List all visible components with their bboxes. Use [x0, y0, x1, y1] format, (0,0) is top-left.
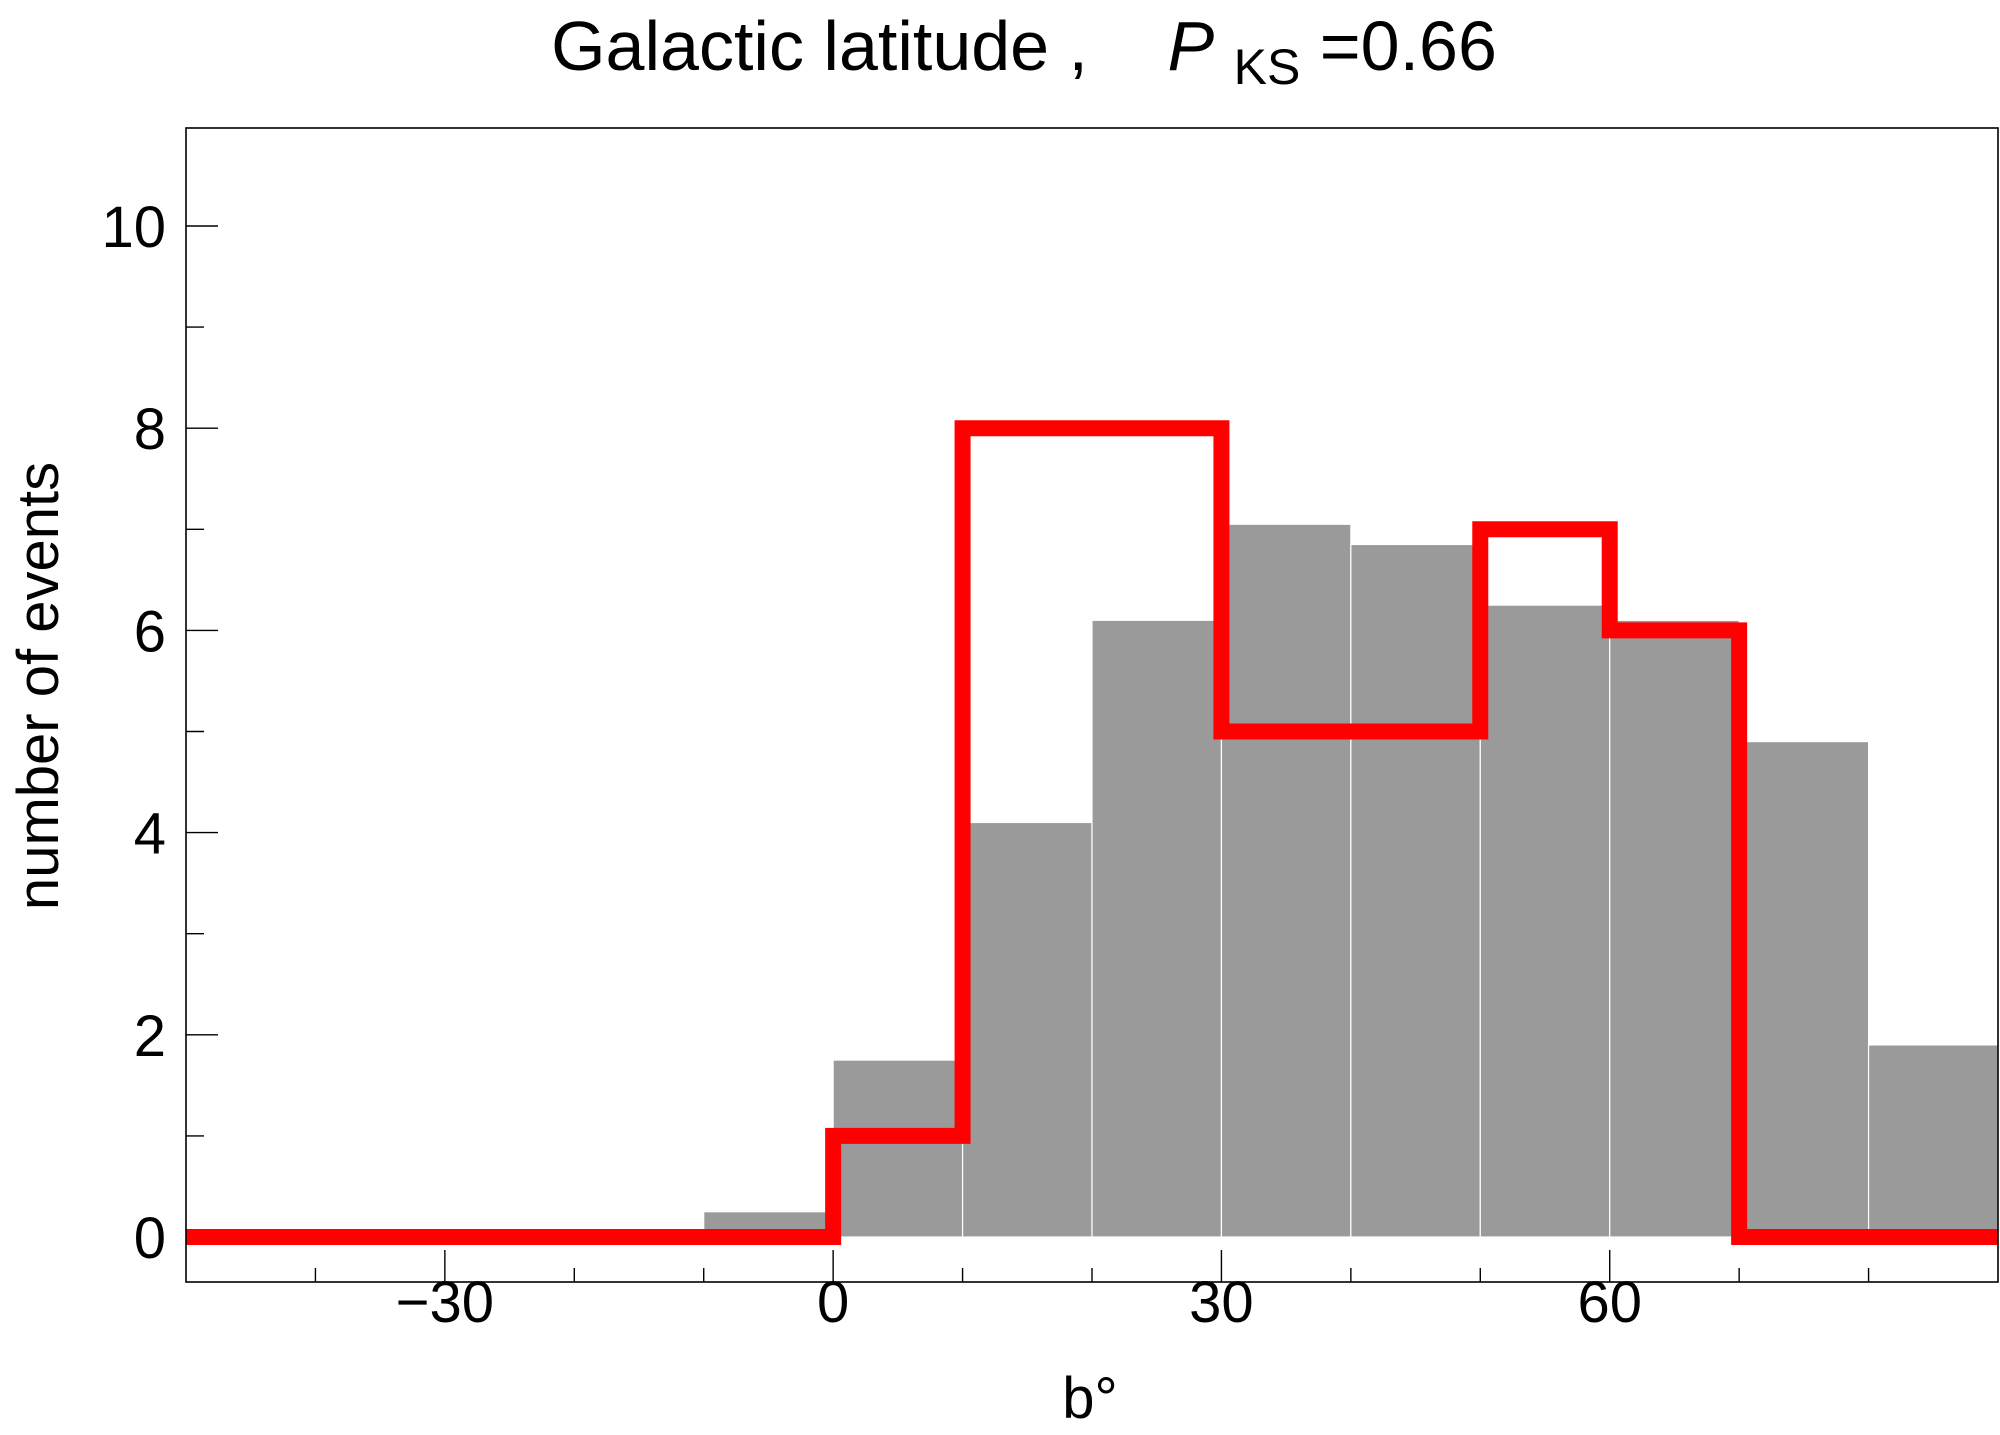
- histogram-bar: [1479, 604, 1611, 1238]
- histogram-bar: [1220, 523, 1352, 1238]
- plot-frame: [185, 127, 1999, 1283]
- x-tick-label: −30: [396, 1270, 494, 1335]
- step-layer: [186, 420, 1998, 1245]
- y-tick-label: 6: [134, 599, 166, 664]
- x-tick-label: 0: [817, 1270, 849, 1335]
- histogram-bar: [1738, 741, 1870, 1238]
- frame-layer: [185, 127, 1999, 1283]
- x-axis-label: b°: [1062, 1366, 1117, 1431]
- y-tick-label: 8: [134, 397, 166, 462]
- y-tick-label: 0: [134, 1206, 166, 1271]
- chart-title: Galactic latitude , P KS =0.66: [551, 7, 1497, 99]
- histogram-bar: [1609, 619, 1740, 1238]
- title-p-symbol: P: [1167, 7, 1214, 85]
- title-prefix: Galactic latitude ,: [551, 7, 1088, 85]
- histogram-bar: [832, 1059, 964, 1238]
- histogram-bar: [1091, 619, 1223, 1238]
- bars-layer: [185, 523, 1999, 1238]
- x-tick-label: 30: [1189, 1270, 1254, 1335]
- y-tick-label: 2: [134, 1004, 166, 1069]
- histogram-bar: [1350, 543, 1481, 1238]
- title-p-subscript: KS: [1234, 39, 1301, 95]
- histogram-bar: [961, 821, 1093, 1238]
- y-axis-label: number of events: [6, 462, 71, 910]
- x-tick-label: 60: [1577, 1270, 1642, 1335]
- observed-step-line: [186, 420, 1998, 1245]
- y-tick-label: 10: [101, 195, 166, 260]
- labels-layer: −30 0 30 60 0 2 4 6 8 10: [101, 195, 1641, 1335]
- histogram-bar: [1867, 1044, 1999, 1238]
- y-tick-label: 4: [134, 802, 166, 867]
- title-p-value: =0.66: [1320, 7, 1497, 85]
